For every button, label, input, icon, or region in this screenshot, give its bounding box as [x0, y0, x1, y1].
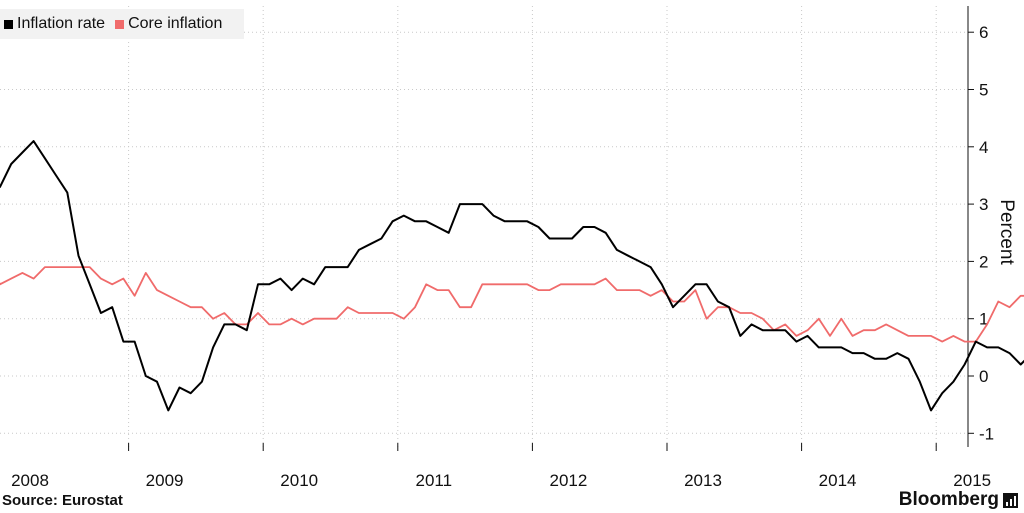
- y-tick-label--1: -1: [979, 424, 994, 443]
- x-axis-ticks: 2008200920102011201220132014201520162017…: [11, 443, 991, 490]
- y-tick-label-5: 5: [979, 81, 988, 100]
- x-tick-label-2011: 2011: [416, 471, 453, 490]
- y-tick-label-4: 4: [979, 138, 988, 157]
- x-tick-label-2015: 2015: [953, 471, 991, 490]
- series-line-core-inflation: [0, 266, 1024, 343]
- bar-chart-icon: [1003, 492, 1018, 508]
- y-tick-label-3: 3: [979, 195, 988, 214]
- series-lines: [0, 140, 1024, 412]
- source-note: Source: Eurostat: [2, 492, 123, 509]
- x-tick-label-2009: 2009: [146, 471, 184, 490]
- y-axis-label: Percent: [996, 199, 1017, 265]
- y-tick-label-0: 0: [979, 367, 988, 386]
- legend-label-inflation-rate: Inflation rate: [17, 15, 106, 32]
- series-line-inflation-rate: [0, 140, 1024, 412]
- bloomberg-brand: Bloomberg: [899, 489, 1018, 511]
- legend-item-inflation-rate: Inflation rate: [4, 15, 105, 33]
- legend-item-core-inflation: Core inflation: [115, 15, 222, 33]
- y-tick-label-1: 1: [979, 310, 988, 329]
- y-tick-label-6: 6: [979, 23, 988, 42]
- x-tick-label-2013: 2013: [684, 471, 722, 490]
- y-tick-label-2: 2: [979, 252, 988, 271]
- horizontal-gridlines: [0, 31, 968, 434]
- brand-name: Bloomberg: [898, 489, 999, 510]
- y-axis-ticks: -1 0 1 2 3 4 5 6: [968, 23, 994, 443]
- legend-swatch-inflation-rate: [4, 19, 13, 29]
- legend: Inflation rate Core inflation: [0, 9, 244, 39]
- x-tick-label-2008: 2008: [11, 471, 49, 490]
- vertical-gridlines: [128, 6, 937, 447]
- x-tick-label-2010: 2010: [280, 471, 318, 490]
- x-tick-label-2012: 2012: [549, 471, 587, 490]
- x-tick-label-2014: 2014: [819, 471, 857, 490]
- legend-swatch-core-inflation: [115, 19, 125, 29]
- legend-label-core-inflation: Core inflation: [128, 15, 223, 32]
